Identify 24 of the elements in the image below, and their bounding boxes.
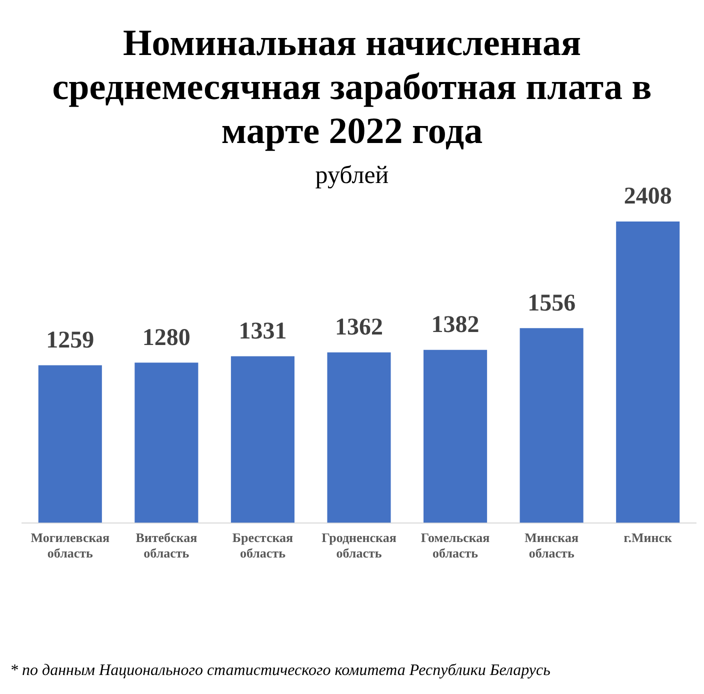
text: * по данным Национального статистического комитета Республики Беларусь	[10, 662, 552, 680]
x-tick-label: Гродненская область	[322, 530, 396, 561]
bar	[520, 328, 584, 523]
data-label: 1259	[46, 327, 94, 354]
bar	[424, 350, 488, 523]
data-label: 1362	[335, 314, 383, 341]
data-label: 2408	[624, 184, 672, 210]
chart-subtitle: рублей	[315, 162, 389, 189]
bar	[38, 365, 102, 523]
x-tick-label: Минская область	[524, 530, 578, 561]
x-tick-label: Витебская область	[136, 530, 198, 561]
x-tick-label: Гомельская область	[420, 530, 490, 561]
bar	[134, 362, 198, 523]
bar	[230, 356, 294, 523]
data-label: 1382	[431, 312, 480, 338]
bar	[327, 352, 391, 523]
data-label: 1331	[238, 318, 287, 344]
x-tick-label: Брестская область	[232, 530, 294, 561]
data-label: 1556	[528, 290, 576, 316]
chart-title: Номинальная начисленная среднемесячная заработная плата в марте 2022 года	[51, 22, 653, 154]
x-tick-label: Могилевская область	[30, 530, 110, 561]
x-tick-label: г.Минск	[624, 530, 672, 545]
bar	[616, 222, 680, 523]
data-label: 1280	[142, 324, 190, 351]
